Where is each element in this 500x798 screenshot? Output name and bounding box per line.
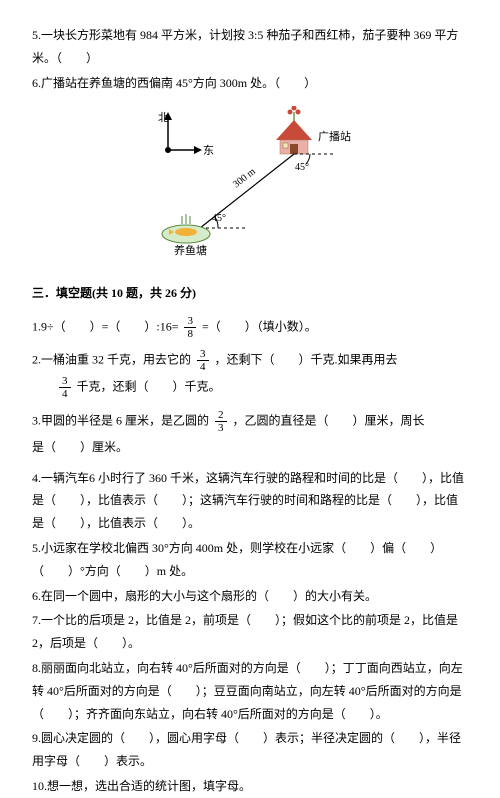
frac-den: 3 [215,422,227,434]
s3-q3-line2: 是（ ）厘米。 [32,436,468,459]
question-6: 6.广播站在养鱼塘的西偏南 45°方向 300m 处。（ ） [32,72,468,95]
s3-q5: 5.小远家在学校北偏西 30°方向 400m 处，则学校在小远家（ ）偏（ ）（… [32,537,468,583]
question-5: 5.一块长方形菜地有 984 平方米，计划按 3:5 种茄子和西红柿，茄子要种 … [32,24,468,70]
frac-num: 3 [59,375,71,388]
s3-q10: 10.想一想，选出合适的统计图，填字母。 [32,775,468,798]
s3-q4: 4.一辆汽车6 小时行了 360 千米，这辆汽车行驶的路程和时间的比是（ ），比… [32,467,468,535]
frac-den: 4 [59,388,71,400]
fraction-2-3: 2 3 [215,409,227,434]
pond-label: 养鱼塘 [174,243,207,256]
distance-label: 300 m [231,166,258,190]
east-label: 东 [203,144,214,157]
s3-q3: 3.甲圆的半径是 6 厘米，是乙圆的 2 3 ，乙圆的直径是（ ）厘米，周长 [32,409,468,434]
angle-1-label: 45° [295,162,309,173]
frac-den: 8 [184,328,196,340]
s3-q3-a: 3.甲圆的半径是 6 厘米，是乙圆的 [32,413,209,427]
compass-icon [164,112,202,154]
frac-den: 4 [197,361,209,373]
s3-q2-a: 2.一桶油重 32 千克，用去它的 [32,353,191,367]
s3-q2: 2.一桶油重 32 千克，用去它的 3 4 ，还剩下（ ）千克.如果再用去 [32,348,468,373]
fraction-3-4-a: 3 4 [197,348,209,373]
s3-q3-b: ，乙圆的直径是（ ）厘米，周长 [233,413,425,427]
fraction-3-4-b: 3 4 [59,375,71,400]
s3-q7: 7.一个比的后项是 2，比值是 2，前项是（ ）；假如这个比的前项是 2，比值是… [32,609,468,655]
s3-q2-c: 千克，还剩（ ）千克。 [77,380,221,394]
s3-q2-line2: 3 4 千克，还剩（ ）千克。 [32,375,468,400]
s3-q1-b: =（ ）（填小数）。 [202,319,317,333]
frac-num: 3 [197,348,209,361]
station-label: 广播站 [318,129,351,143]
diagram-container: 北 东 广播站 45° 45° [32,106,468,264]
frac-num: 2 [215,409,227,422]
section-3-title: 三．填空题(共 10 题，共 26 分) [32,282,468,305]
frac-num: 3 [184,315,196,328]
compass-diagram: 北 东 广播站 45° 45° [140,106,360,256]
north-label: 北 [158,111,169,124]
house-icon [276,106,312,154]
s3-q2-b: ，还剩下（ ）千克.如果再用去 [215,353,398,367]
fraction-3-8: 3 8 [184,315,196,340]
angle-2-label: 45° [212,213,226,224]
s3-q1-a: 1.9÷（ ）=（ ）:16= [32,319,178,333]
s3-q6: 6.在同一个圆中，扇形的大小与这个扇形的（ ）的大小有关。 [32,585,468,608]
s3-q8: 8.丽丽面向北站立，向右转 40°后所面对的方向是（ ）；丁丁面向西站立，向左转… [32,657,468,725]
s3-q9: 9.圆心决定圆的（ ），圆心用字母（ ）表示；半径决定圆的（ ），半径用字母（ … [32,727,468,773]
pond-icon [162,214,210,243]
s3-q1: 1.9÷（ ）=（ ）:16= 3 8 =（ ）（填小数）。 [32,315,468,340]
